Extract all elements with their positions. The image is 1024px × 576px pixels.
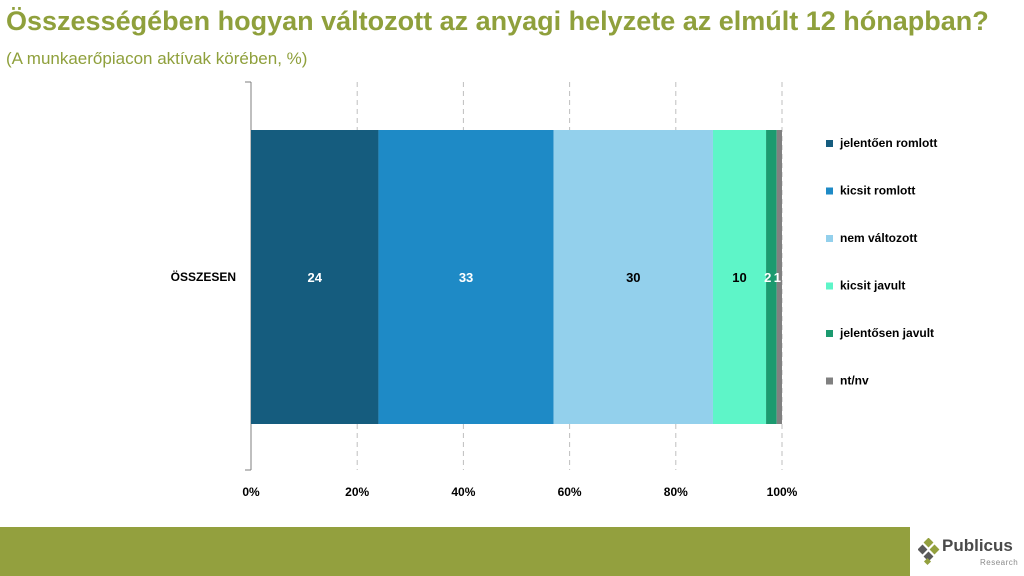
legend-swatch — [826, 330, 833, 337]
legend-swatch — [826, 282, 833, 290]
bar-segment — [712, 130, 767, 424]
publicus-logo: Publicus Research — [918, 536, 1022, 572]
logo-name: Publicus — [942, 536, 1013, 555]
data-label: 10 — [732, 270, 746, 285]
data-label: 33 — [459, 270, 473, 285]
x-tick-label: 100% — [767, 485, 798, 499]
x-tick-label: 60% — [558, 485, 582, 499]
bar-segment — [553, 130, 713, 424]
chart-subtitle: (A munkaerőpiacon aktívak körében, %) — [6, 49, 308, 68]
legend-label: nem változott — [840, 231, 917, 245]
bar-segment — [766, 130, 777, 424]
legend-swatch — [826, 235, 833, 242]
x-tick-label: 0% — [242, 485, 260, 499]
chart-title: Összességében hogyan változott az anyagi… — [6, 4, 1006, 76]
stacked-bar-chart: 0% 20% 40% 60% 80% 100% ÖSSZESEN 24 33 30 10 2 1 jele… — [171, 81, 937, 499]
logo-tagline: Research — [980, 558, 1019, 567]
publicus-logo-icon — [918, 538, 940, 566]
x-tick-label: 20% — [345, 485, 369, 499]
data-label: 30 — [626, 270, 640, 285]
x-tick-label: 80% — [664, 485, 688, 499]
chart-title-main: Összességében hogyan változott az anyagi… — [6, 6, 989, 36]
category-label: ÖSSZESEN — [171, 269, 236, 284]
footer-bar — [0, 527, 910, 576]
bar-segment — [378, 130, 554, 424]
bar-segment — [776, 130, 782, 424]
legend-swatch — [826, 140, 833, 147]
data-label: 24 — [307, 270, 322, 285]
legend-swatch — [826, 377, 833, 385]
x-tick-label: 40% — [451, 485, 475, 499]
data-label: 2 — [764, 270, 771, 285]
legend-swatch — [826, 187, 833, 195]
legend-label: nt/nv — [840, 374, 869, 388]
legend-label: jelentősen javult — [839, 326, 934, 340]
data-label: 1 — [774, 270, 781, 285]
bar-segment — [251, 130, 379, 424]
legend-label: jelentően romlott — [839, 136, 937, 150]
legend-label: kicsit javult — [840, 279, 905, 293]
legend-label: kicsit romlott — [840, 184, 915, 198]
